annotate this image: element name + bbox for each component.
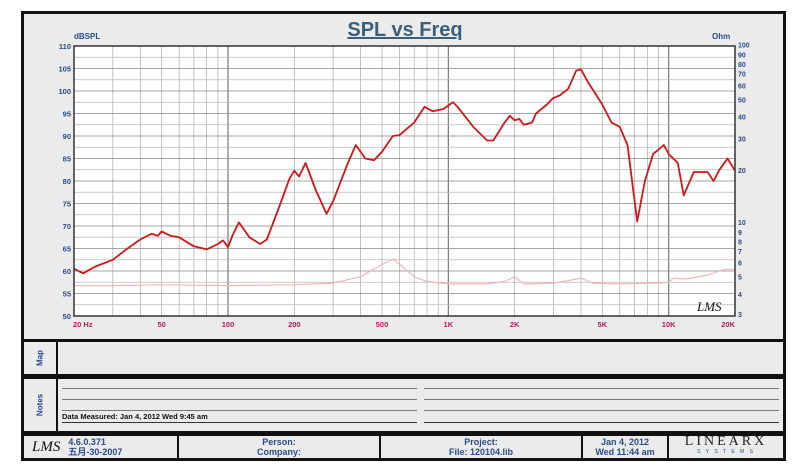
map-label: Map (35, 350, 45, 366)
y-tick-label: 100 (58, 87, 71, 96)
notes-label: Notes (35, 393, 45, 417)
y-tick-label: 80 (63, 177, 71, 186)
y-tick-label: 60 (63, 267, 71, 276)
y2-tick-label: 6 (738, 261, 742, 268)
x-tick-label: 20K (721, 320, 735, 329)
version: 4.6.0.371 (68, 437, 106, 447)
y2-tick-label: 7 (738, 249, 742, 256)
y-axis-label: dBSPL (74, 32, 100, 41)
y-tick-label: 95 (63, 110, 71, 119)
y-tick-label: 70 (63, 222, 71, 231)
y2-tick-label: 100 (738, 43, 750, 50)
plot-border (73, 45, 736, 317)
project-label: Project: (464, 437, 498, 447)
linearx-logo: LINEARX (684, 434, 768, 449)
notes-section: Notes Data Measured: Jan 4, 2012 Wed 9:4… (21, 376, 786, 434)
map-side: Map (24, 342, 58, 374)
footer: LMS 4.6.0.371 五月-30-2007 Person: Company: … (21, 433, 786, 461)
x-tick-label: 200 (288, 320, 301, 329)
notes-side: Notes (24, 379, 58, 431)
y2-tick-label: 60 (738, 83, 746, 90)
file-name: File: 120104.lib (448, 447, 514, 457)
x-tick-label: 1K (444, 320, 454, 329)
y-tick-label: 85 (63, 155, 71, 164)
y2-tick-label: 9 (738, 230, 742, 237)
y2-tick-label: 90 (738, 53, 746, 60)
y2-tick-label: 5 (738, 275, 742, 282)
x-tick-label: 20 Hz (73, 320, 93, 329)
lms-logo: LMS (32, 439, 61, 455)
y2-tick-label: 80 (738, 62, 746, 69)
y2-tick-label: 20 (738, 168, 746, 175)
impedance-curve (74, 258, 735, 287)
footer-date: Jan 4, 2012 (600, 437, 650, 447)
footer-time: Wed 11:44 am (595, 447, 655, 457)
x-tick-label: 10K (662, 320, 676, 329)
x-tick-label: 50 (158, 320, 166, 329)
y-tick-label: 110 (59, 42, 71, 51)
spl-curve (73, 68, 736, 275)
y2-tick-label: 3 (738, 312, 742, 319)
y-tick-label: 75 (63, 200, 71, 209)
y2-tick-label: 8 (738, 239, 742, 246)
y2-tick-label: 10 (738, 220, 746, 227)
y2-axis-label: Ohm (712, 32, 730, 41)
y2-tick-label: 70 (738, 71, 746, 78)
company-label: Company: (256, 447, 301, 457)
y-tick-label: 55 (63, 290, 71, 299)
x-tick-label: 100 (222, 320, 235, 329)
y2-tick-label: 50 (738, 97, 746, 104)
lms-watermark: LMS (696, 299, 722, 314)
data-measured-text: Data Measured: Jan 4, 2012 Wed 9:45 am (62, 412, 208, 421)
spl-chart: SPL vs Freq dBSPL Ohm LMS 50556065707580… (58, 19, 750, 329)
map-section: Map (21, 339, 786, 377)
x-tick-label: 5K (598, 320, 608, 329)
y2-tick-label: 4 (738, 292, 742, 299)
chart-title: SPL vs Freq (347, 19, 462, 41)
y-tick-label: 65 (63, 245, 71, 254)
x-tick-label: 2K (510, 320, 520, 329)
y-tick-label: 50 (63, 312, 71, 321)
y-tick-label: 90 (63, 132, 71, 141)
person-label: Person: (262, 437, 296, 447)
version-date: 五月-30-2007 (68, 447, 123, 457)
y-tick-label: 105 (58, 65, 71, 74)
x-tick-label: 500 (376, 320, 389, 329)
linearx-sub: S Y S T E M S (697, 449, 755, 455)
y2-tick-label: 30 (738, 137, 746, 144)
y2-tick-label: 40 (738, 115, 746, 122)
